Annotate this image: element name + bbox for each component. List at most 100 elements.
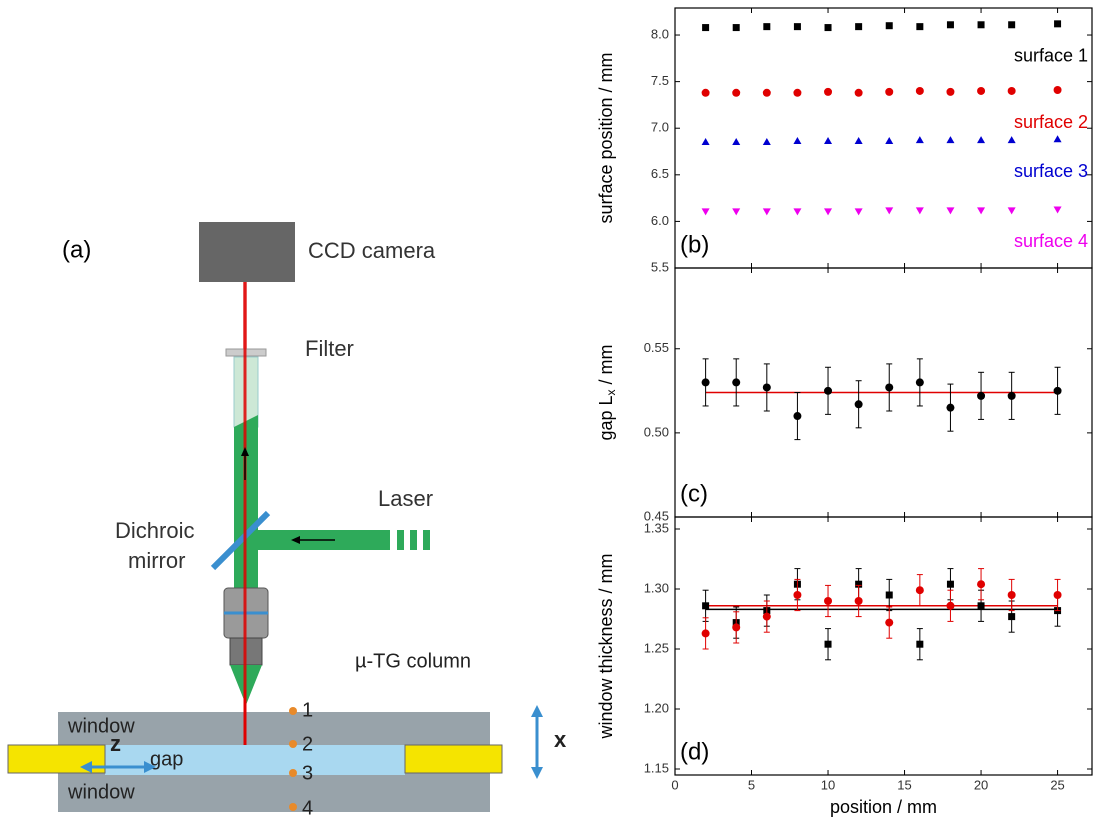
y-tick-label: 1.25: [644, 640, 669, 655]
point: [289, 707, 297, 715]
marker: [855, 89, 863, 97]
marker: [733, 24, 740, 31]
marker: [977, 87, 985, 95]
marker: [794, 23, 801, 30]
marker: [824, 597, 832, 605]
y-tick-label: 0.55: [644, 340, 669, 355]
marker: [702, 24, 709, 31]
marker: [702, 378, 710, 386]
x-tick-label: 0: [671, 777, 678, 792]
x-tick-label: 15: [897, 777, 911, 792]
marker: [824, 208, 832, 215]
x-tick-label: 5: [748, 777, 755, 792]
laser-dash: [397, 530, 404, 550]
y-tick-label: 1.35: [644, 520, 669, 535]
marker: [1054, 135, 1062, 142]
marker: [825, 641, 832, 648]
plot-frame: [675, 517, 1092, 775]
marker: [732, 378, 740, 386]
arrow-head: [531, 767, 543, 779]
marker: [885, 619, 893, 627]
mirror-label: mirror: [128, 548, 185, 573]
marker: [702, 629, 710, 637]
camera-label: CCD camera: [308, 238, 436, 263]
laser-dash: [423, 530, 430, 550]
point-label: 4: [302, 797, 313, 819]
x-tick-label: 10: [821, 777, 835, 792]
y-tick-label: 6.0: [651, 213, 669, 228]
laser-label: Laser: [378, 486, 433, 511]
y-tick-label: 0.50: [644, 424, 669, 439]
marker: [763, 23, 770, 30]
marker: [1054, 86, 1062, 94]
panel-label: (d): [680, 738, 709, 765]
marker: [1008, 87, 1016, 95]
y-tick-label: 1.20: [644, 700, 669, 715]
x-axis-label: position / mm: [830, 797, 937, 817]
marker: [946, 602, 954, 610]
marker: [977, 207, 985, 214]
marker: [793, 591, 801, 599]
y-axis-label-part: window thickness / mm: [596, 553, 616, 739]
laser-dash: [410, 530, 417, 550]
arrow-head: [531, 705, 543, 717]
marker: [1054, 206, 1062, 213]
marker: [977, 392, 985, 400]
marker: [702, 89, 710, 97]
window-label: window: [67, 781, 135, 803]
marker: [763, 138, 771, 145]
mirror-label: Dichroic: [115, 518, 194, 543]
y-axis-label-part: / mm: [596, 344, 616, 389]
setup-diagram: (a) CCD camera Filter Laser Dichroic mir…: [8, 222, 567, 819]
point-label: 1: [302, 699, 313, 721]
marker: [978, 602, 985, 609]
point: [289, 740, 297, 748]
marker: [946, 207, 954, 214]
marker: [763, 613, 771, 621]
marker: [1008, 591, 1016, 599]
filter-label: Filter: [305, 336, 354, 361]
y-tick-label: 8.0: [651, 26, 669, 41]
y-tick-label: 7.0: [651, 120, 669, 135]
marker: [946, 136, 954, 143]
point-label: 3: [302, 762, 313, 784]
y-tick-label: 1.30: [644, 580, 669, 595]
y-axis-label: window thickness / mm: [596, 553, 616, 739]
marker: [732, 623, 740, 631]
marker: [916, 586, 924, 594]
marker: [916, 87, 924, 95]
marker: [916, 378, 924, 386]
marker: [1054, 591, 1062, 599]
marker: [916, 207, 924, 214]
marker: [824, 88, 832, 96]
point-label: 2: [302, 733, 313, 755]
marker: [732, 138, 740, 145]
marker: [855, 400, 863, 408]
marker: [1008, 392, 1016, 400]
y-tick-label: 5.5: [651, 259, 669, 274]
z-label: z: [110, 731, 121, 756]
marker: [702, 208, 710, 215]
marker: [763, 89, 771, 97]
marker: [825, 24, 832, 31]
marker: [732, 89, 740, 97]
marker: [1054, 20, 1061, 27]
marker: [886, 22, 893, 29]
marker: [1008, 136, 1016, 143]
point: [289, 803, 297, 811]
marker: [885, 137, 893, 144]
marker: [947, 581, 954, 588]
y-tick-label: 7.5: [651, 73, 669, 88]
marker: [947, 21, 954, 28]
marker: [824, 387, 832, 395]
y-axis-label: surface position / mm: [596, 52, 616, 223]
marker: [855, 597, 863, 605]
x-tick-label: 25: [1050, 777, 1064, 792]
marker: [855, 137, 863, 144]
marker: [855, 23, 862, 30]
legend-entry: surface 2: [1014, 112, 1088, 132]
panel-label: (a): [62, 236, 91, 263]
marker: [793, 412, 801, 420]
marker: [824, 137, 832, 144]
